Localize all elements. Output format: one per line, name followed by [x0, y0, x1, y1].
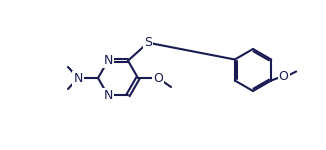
Text: O: O	[279, 70, 289, 83]
Text: N: N	[103, 89, 113, 102]
Text: N: N	[73, 72, 83, 84]
Text: O: O	[153, 72, 163, 84]
Text: N: N	[103, 54, 113, 67]
Text: S: S	[144, 36, 152, 49]
